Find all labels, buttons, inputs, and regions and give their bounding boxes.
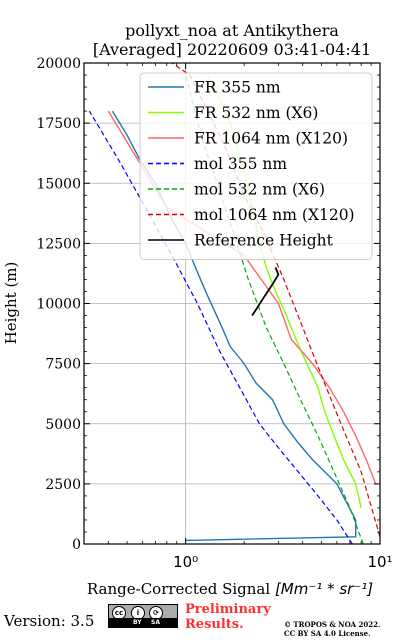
legend-label: FR 532 nm (X6)	[194, 104, 318, 122]
y-tick-label: 0	[72, 537, 81, 553]
legend-label: mol 532 nm (X6)	[194, 181, 325, 199]
chart-title: pollyxt_noa at Antikythera	[125, 21, 339, 40]
series-line	[185, 74, 364, 544]
y-tick-label: 20000	[36, 56, 81, 72]
y-tick-label: 15000	[36, 176, 81, 192]
axis-ticks: 0 2500 5000 7500 10000 12500 15000 17500 20000 10…	[36, 56, 392, 571]
chart-subtitle: [Averaged] 20220609 03:41-04:41	[92, 40, 372, 59]
cc-by-text: BY	[133, 619, 142, 626]
preliminary-line-1: Preliminary	[185, 602, 271, 617]
preliminary-line-2: Results.	[185, 617, 244, 632]
legend-label: mol 355 nm	[194, 155, 287, 173]
x-axis-label: Range-Corrected Signal [Mm⁻¹ * sr⁻¹]	[60, 580, 400, 598]
y-axis-label: Height (m)	[2, 261, 20, 345]
copyright-line-2: CC BY SA 4.0 License.	[284, 629, 371, 638]
y-tick-label: 2500	[45, 477, 81, 493]
legend-label: Reference Height	[194, 232, 334, 250]
y-tick-label: 10000	[36, 297, 81, 313]
x-axis-label-text: Range-Corrected Signal	[86, 580, 275, 598]
y-tick-label: 17500	[36, 116, 81, 132]
legend: FR 355 nm FR 532 nm (X6) FR 1064 nm (X120)…	[139, 72, 373, 260]
cc-sa-text: SA	[151, 619, 160, 626]
copyright-notice: © TROPOS & NOA 2022. CC BY SA 4.0 Licens…	[284, 620, 380, 638]
x-tick-label: 10¹	[367, 553, 392, 571]
version-label: Version: 3.5	[4, 612, 95, 630]
series-line	[251, 267, 280, 316]
x-tick-label: 10⁰	[173, 553, 198, 571]
legend-box	[139, 72, 373, 260]
legend-label: mol 1064 nm (X120)	[194, 206, 355, 224]
y-tick-label: 12500	[36, 236, 81, 252]
copyright-line-1: © TROPOS & NOA 2022.	[284, 620, 381, 629]
legend-label: FR 355 nm	[194, 79, 281, 97]
cc-license-badge: cc i ⟳ BY SA	[108, 604, 178, 628]
y-tick-label: 7500	[45, 357, 81, 373]
y-tick-label: 5000	[45, 417, 81, 433]
preliminary-notice: Preliminary Results.	[185, 602, 271, 632]
legend-label: FR 1064 nm (X120)	[194, 130, 348, 148]
x-axis-label-unit: [Mm⁻¹ * sr⁻¹]	[274, 580, 374, 598]
